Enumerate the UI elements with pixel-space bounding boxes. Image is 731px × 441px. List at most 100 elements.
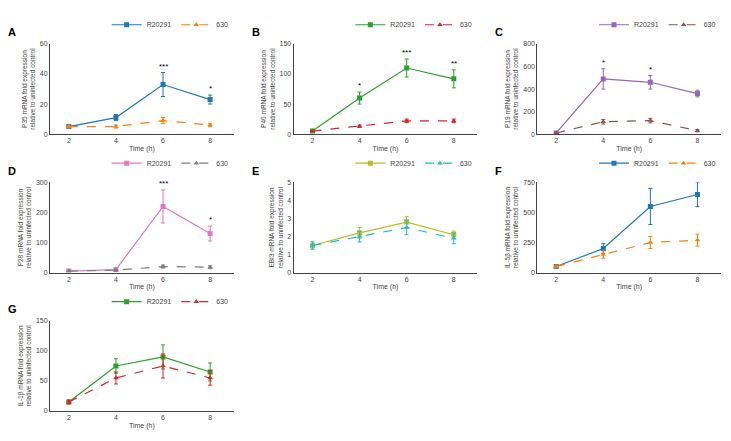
svg-text:B: B (252, 26, 260, 38)
svg-text:600: 600 (523, 63, 535, 70)
svg-text:4: 4 (601, 137, 605, 144)
svg-text:4: 4 (601, 276, 605, 283)
svg-text:Time (h): Time (h) (616, 145, 642, 153)
svg-text:P35 mRNA fold expressionrelati: P35 mRNA fold expressionrelative to unin… (21, 48, 36, 130)
svg-text:200: 200 (36, 209, 48, 216)
svg-text:2: 2 (554, 276, 558, 283)
svg-text:2: 2 (67, 414, 71, 421)
svg-text:2: 2 (554, 137, 558, 144)
svg-text:1: 1 (287, 251, 291, 258)
svg-text:6: 6 (161, 414, 165, 421)
svg-text:0: 0 (287, 131, 291, 138)
svg-text:5: 5 (287, 179, 291, 186)
svg-text:8: 8 (452, 276, 456, 283)
svg-text:4: 4 (358, 137, 362, 144)
svg-text:6: 6 (405, 137, 409, 144)
svg-text:R20291: R20291 (634, 21, 659, 28)
svg-text:EBI3 mRNA fold expressionrelat: EBI3 mRNA fold expressionrelative to uni… (268, 186, 283, 268)
svg-text:4: 4 (358, 276, 362, 283)
svg-text:6: 6 (161, 276, 165, 283)
svg-text:R20291: R20291 (390, 160, 415, 167)
svg-text:2: 2 (311, 137, 315, 144)
svg-text:*: * (209, 215, 212, 224)
svg-text:630: 630 (216, 160, 228, 167)
svg-text:60: 60 (40, 40, 48, 47)
svg-text:630: 630 (216, 298, 228, 305)
svg-text:IL-5β mRNA fold expressionrela: IL-5β mRNA fold expressionrelative to un… (504, 186, 519, 268)
svg-text:G: G (8, 303, 17, 315)
svg-text:Time (h): Time (h) (129, 422, 155, 430)
svg-text:630: 630 (704, 21, 716, 28)
svg-text:20: 20 (40, 101, 48, 108)
svg-text:*: * (209, 84, 212, 93)
svg-text:6: 6 (405, 276, 409, 283)
svg-text:Time (h): Time (h) (616, 283, 642, 291)
svg-text:8: 8 (208, 137, 212, 144)
svg-text:P19 mRNA fold expressionrelati: P19 mRNA fold expressionrelative to unin… (504, 48, 519, 130)
svg-text:***: *** (159, 62, 168, 71)
svg-text:P40 mRNA fold expressionrelati: P40 mRNA fold expressionrelative to unin… (260, 48, 275, 130)
svg-text:630: 630 (704, 160, 716, 167)
svg-text:300: 300 (36, 179, 48, 186)
svg-text:C: C (495, 26, 503, 38)
svg-text:R20291: R20291 (147, 298, 172, 305)
svg-text:A: A (8, 26, 16, 38)
svg-text:**: ** (451, 59, 457, 68)
svg-text:100: 100 (280, 70, 292, 77)
svg-text:0: 0 (44, 131, 48, 138)
svg-text:4: 4 (114, 137, 118, 144)
svg-text:3: 3 (287, 215, 291, 222)
svg-text:8: 8 (208, 276, 212, 283)
svg-text:50: 50 (40, 377, 48, 384)
svg-text:8: 8 (696, 276, 700, 283)
svg-text:630: 630 (460, 21, 472, 28)
svg-text:50: 50 (283, 101, 291, 108)
svg-text:4: 4 (114, 276, 118, 283)
svg-text:***: *** (159, 179, 168, 188)
svg-text:Time (h): Time (h) (129, 145, 155, 153)
svg-text:500: 500 (523, 209, 535, 216)
svg-text:100: 100 (36, 347, 48, 354)
svg-text:40: 40 (40, 70, 48, 77)
svg-text:D: D (8, 165, 16, 177)
svg-text:8: 8 (452, 137, 456, 144)
svg-text:250: 250 (523, 239, 535, 246)
svg-text:2: 2 (287, 233, 291, 240)
svg-text:2: 2 (311, 276, 315, 283)
svg-text:150: 150 (280, 40, 292, 47)
svg-text:800: 800 (523, 40, 535, 47)
svg-text:6: 6 (161, 137, 165, 144)
svg-text:***: *** (402, 48, 411, 57)
svg-text:150: 150 (36, 317, 48, 324)
svg-text:4: 4 (287, 197, 291, 204)
svg-text:*: * (649, 65, 652, 74)
svg-text:630: 630 (460, 160, 472, 167)
svg-text:630: 630 (216, 21, 228, 28)
svg-text:6: 6 (648, 276, 652, 283)
svg-text:0: 0 (287, 269, 291, 276)
svg-text:F: F (495, 165, 502, 177)
svg-text:R20291: R20291 (390, 21, 415, 28)
svg-text:6: 6 (648, 137, 652, 144)
svg-text:100: 100 (36, 239, 48, 246)
svg-text:R20291: R20291 (634, 160, 659, 167)
svg-text:2: 2 (67, 276, 71, 283)
svg-text:Time (h): Time (h) (373, 145, 399, 153)
svg-text:8: 8 (208, 414, 212, 421)
svg-text:8: 8 (696, 137, 700, 144)
svg-text:*: * (358, 81, 361, 90)
svg-text:4: 4 (114, 414, 118, 421)
svg-text:R20291: R20291 (147, 160, 172, 167)
svg-text:200: 200 (523, 108, 535, 115)
svg-text:E: E (252, 165, 259, 177)
svg-text:Time (h): Time (h) (129, 283, 155, 291)
svg-text:400: 400 (523, 86, 535, 93)
svg-text:0: 0 (531, 131, 535, 138)
svg-text:0: 0 (44, 407, 48, 414)
svg-text:2: 2 (67, 137, 71, 144)
svg-text:P28 mRNA fold expressionrelati: P28 mRNA fold expressionrelative to unin… (17, 186, 32, 268)
svg-text:0: 0 (531, 269, 535, 276)
svg-text:R20291: R20291 (147, 21, 172, 28)
svg-text:750: 750 (523, 179, 535, 186)
svg-text:Time (h): Time (h) (373, 283, 399, 291)
